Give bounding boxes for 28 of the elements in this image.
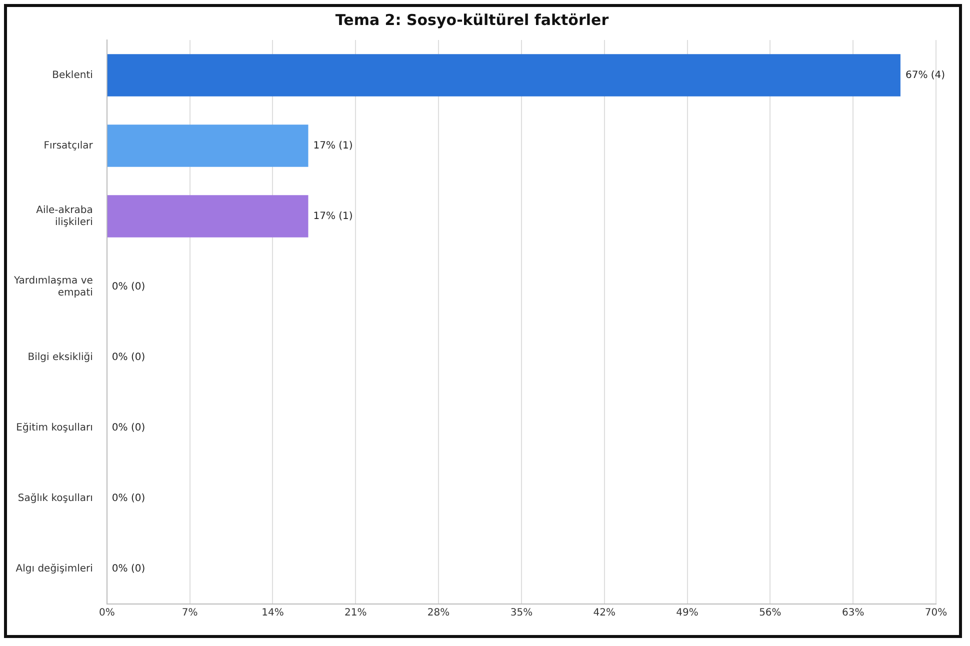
data-label: 17% (1): [313, 210, 353, 222]
x-tick-label: 7%: [182, 608, 198, 619]
data-label: 17% (1): [313, 140, 353, 152]
x-tick-label: 56%: [759, 608, 782, 619]
x-tick-label: 63%: [842, 608, 864, 619]
x-tick-label: 49%: [676, 608, 698, 619]
y-tick-label: Beklenti: [52, 70, 93, 81]
y-tick-label: Fırsatçılar: [44, 140, 94, 152]
chart-title: Tema 2: Sosyo-kültürel faktörler: [335, 10, 610, 29]
data-label: 0% (0): [112, 563, 146, 574]
x-tick-label: 35%: [510, 608, 533, 619]
x-tick-label: 0%: [98, 608, 115, 619]
data-label: 0% (0): [112, 352, 146, 363]
y-tick-label: Eğitim koşulları: [16, 422, 93, 434]
y-tick-label: Algı değişimleri: [16, 563, 93, 574]
x-tick-label: 28%: [427, 608, 450, 619]
y-tick-label: Yardımlaşma ve empati: [12, 275, 93, 298]
data-label: 0% (0): [112, 492, 146, 504]
data-label: 0% (0): [112, 281, 146, 292]
y-tick-label: Bilgi eksikliği: [28, 352, 93, 363]
y-tick-label: Aile-akraba ilişkileri: [36, 204, 93, 228]
x-tick-label: 21%: [344, 608, 367, 619]
x-tick-label: 70%: [924, 608, 948, 619]
data-label: 0% (0): [112, 422, 146, 434]
y-tick-label: Sağlık koşulları: [18, 492, 93, 504]
data-label: 67% (4): [905, 70, 946, 81]
x-tick-label: 14%: [262, 608, 284, 619]
x-tick-label: 42%: [593, 608, 616, 619]
